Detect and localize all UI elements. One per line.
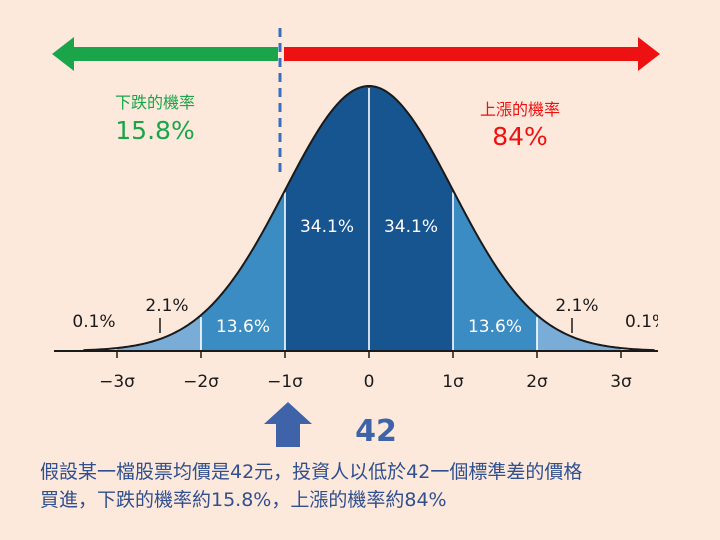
tail-label-right: 0.1% xyxy=(625,312,668,332)
x-tick-label--3: −3σ xyxy=(99,372,135,392)
price-pointer-label: 42 xyxy=(355,414,397,449)
caption-line-2: 買進，下跌的機率約15.8%，上漲的機率約84% xyxy=(40,489,447,511)
tail-label-left-text: 0.1% xyxy=(72,312,115,332)
x-tick-label--2: −2σ xyxy=(183,372,219,392)
x-tick-label--1: −1σ xyxy=(267,372,303,392)
region-label-1-2: 13.6% xyxy=(468,317,522,337)
region--3--2 xyxy=(117,315,201,351)
x-tick-label-2: 2σ xyxy=(526,372,548,392)
up-probability-label: 上漲的機率 xyxy=(480,100,560,119)
caption: 假設某一檔股票均價是42元，投資人以低於42一個標準差的價格 買進，下跌的機率約… xyxy=(40,458,690,514)
region-label-2-3: 2.1% xyxy=(555,296,598,316)
region-label--1-0: 34.1% xyxy=(300,217,354,237)
caption-line-1: 假設某一檔股票均價是42元，投資人以低於42一個標準差的價格 xyxy=(40,461,583,483)
tail-label-left: 0.1% xyxy=(72,312,115,332)
x-tick-label-0: 0 xyxy=(364,372,375,392)
down-arrow xyxy=(52,37,278,71)
region-label-0-1: 34.1% xyxy=(384,217,438,237)
x-tick-label-1: 1σ xyxy=(442,372,464,392)
tail-label-right-text: 0.1% xyxy=(625,312,668,332)
price-pointer-arrow xyxy=(264,402,312,447)
up-arrow xyxy=(284,37,660,71)
region-label--3--2: 2.1% xyxy=(145,296,188,316)
down-probability-value: 15.8% xyxy=(115,116,194,145)
up-probability-value: 84% xyxy=(492,122,548,151)
down-probability-label: 下跌的機率 xyxy=(115,93,195,112)
region-2-3 xyxy=(537,315,621,351)
x-tick-label-3: 3σ xyxy=(610,372,632,392)
region-label--2--1: 13.6% xyxy=(216,317,270,337)
curve-line xyxy=(83,84,655,352)
